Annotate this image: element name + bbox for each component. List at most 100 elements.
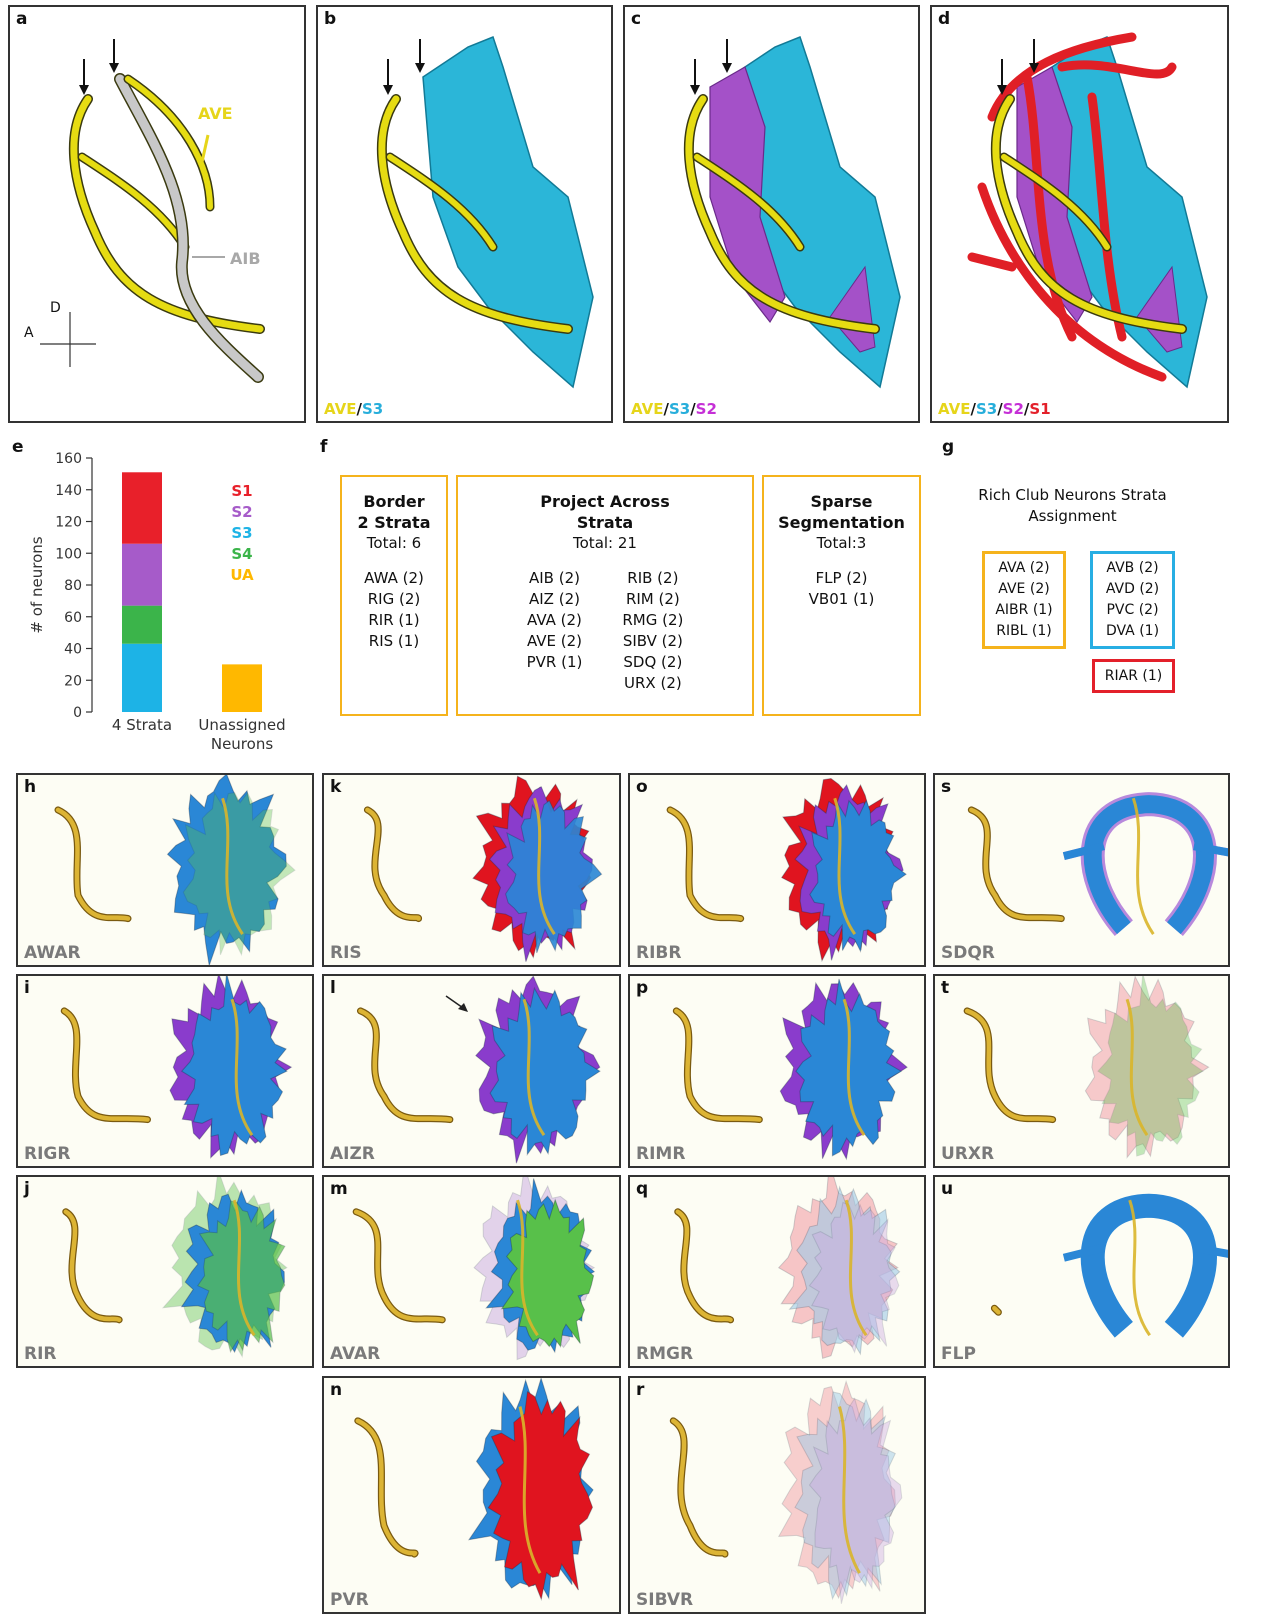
neuron-entry: SDQ (2) [623, 653, 683, 671]
neuron-entry: AVA (2) [998, 560, 1050, 576]
rendering-d [967, 32, 1208, 389]
panel-letter: m [330, 1179, 348, 1199]
rendering [363, 775, 603, 962]
title-line: Assignment [1028, 507, 1117, 525]
box-title: Segmentation [778, 513, 905, 532]
panel-letter: r [636, 1380, 645, 1400]
neuron-entry: RIAR (1) [1104, 668, 1163, 684]
neuron-entry: RIR (1) [368, 611, 420, 629]
box-columns: AIB (2) AIZ (2) AVA (2) AVE (2) PVR (1) RIB (… [458, 568, 752, 694]
axis-label: A [24, 325, 34, 341]
strata-volume [1083, 795, 1214, 935]
strata-volume [808, 1201, 900, 1354]
ave-neurite [378, 95, 572, 333]
neuron-in-strata [232, 1199, 256, 1337]
ave-neurite [79, 154, 188, 250]
panel-b: b AVE/S3 [316, 5, 613, 423]
neuron-column: FLP (2) VB01 (1) [809, 568, 875, 610]
panel-letter: q [636, 1179, 649, 1199]
rendering [54, 775, 296, 965]
panel-letter: l [330, 978, 336, 998]
panel-j: j RIR [16, 1175, 314, 1368]
arrow-tip [1029, 63, 1039, 73]
rendering [963, 976, 1210, 1159]
panel-i: i RIGR [16, 974, 314, 1168]
s1-strand [1022, 72, 1077, 342]
rendering [669, 1379, 903, 1604]
panel-letter: g [942, 437, 955, 457]
legend-entry: S4 [231, 545, 252, 563]
y-tick-label: 100 [55, 546, 82, 562]
neuron [55, 807, 131, 921]
neuron-entry: RIM (2) [625, 590, 680, 608]
neuron-entry: RIB (2) [627, 569, 679, 587]
neuron-entry: VB01 (1) [808, 590, 875, 608]
neuron-in-strata [833, 797, 856, 935]
neuron-in-strata [844, 1199, 868, 1337]
panel-h: h AWAR [16, 773, 314, 967]
box-title: Border [363, 492, 425, 511]
strata-volume [1097, 976, 1204, 1157]
annotation: AIB [230, 249, 261, 268]
strata-volume [1084, 976, 1210, 1159]
caption-part: AVE [938, 400, 971, 418]
box-title: 2 Strata [357, 513, 431, 532]
strata-volume [505, 799, 603, 954]
neuron-entry: AIBR (1) [995, 602, 1053, 618]
panel-d: d AVE/S3/S2/S1 [930, 5, 1229, 423]
rendering [354, 1378, 594, 1602]
panel-letter: n [330, 1380, 343, 1400]
neuron-in-strata [838, 1406, 861, 1574]
arrow-tip [458, 1003, 468, 1012]
y-tick-label: 0 [73, 705, 82, 720]
neuron-column: RIB (2) RIM (2) RMG (2) SIBV (2) SDQ (2) URX … [622, 568, 683, 694]
y-tick-label: 40 [64, 642, 82, 658]
annotation: AVE [198, 104, 233, 123]
neuron [969, 807, 1064, 921]
caption-part: / [663, 400, 669, 418]
box-total: Total: 6 [366, 534, 422, 552]
x-axis-labels: 4 Strata Unassigned Neurons [0, 716, 310, 760]
strata-volume [182, 791, 296, 957]
neuron-in-strata [522, 998, 546, 1136]
panel-u: u FLP [933, 1175, 1230, 1368]
rendering [672, 978, 908, 1161]
rendering [674, 1177, 901, 1359]
arrow-tip [690, 85, 700, 95]
s1-strand [977, 182, 1167, 382]
strata-group: AVA (2) AVE (2) AIBR (1) RIBL (1) [982, 551, 1066, 649]
rendering [60, 976, 293, 1159]
neuron [353, 1209, 445, 1323]
panel-caption: URXR [941, 1144, 995, 1164]
panel-caption: RIMR [636, 1144, 686, 1164]
strata-volume [180, 976, 288, 1157]
neuron-entry: RMG (2) [622, 611, 684, 629]
panel-letter: k [330, 777, 342, 797]
legend-entry: UA [230, 566, 254, 584]
neuron-in-strata [1128, 1199, 1151, 1337]
neuron-entry: AIB (2) [528, 569, 580, 587]
arrow-tip [997, 85, 1007, 95]
panel-letter: s [941, 777, 952, 797]
axis-label: D [50, 300, 61, 316]
panel-caption: RIR [24, 1344, 57, 1364]
neuron-column: AIB (2) AIZ (2) AVA (2) AVE (2) PVR (1) [527, 568, 583, 694]
ave-neurite-outline [68, 94, 265, 334]
neuron-entry: URX (2) [624, 674, 682, 692]
panel-t: t URXR [933, 974, 1230, 1168]
legend-entry: S1 [231, 482, 252, 500]
neuron-outline [666, 806, 745, 923]
panel-s: s SDQR [933, 773, 1230, 967]
ave-neurite [387, 154, 496, 250]
ave-neurite [694, 154, 803, 250]
neuron-entry: AVE (2) [998, 581, 1050, 597]
s1-strand [1087, 92, 1127, 342]
panel-caption: FLP [941, 1344, 976, 1364]
neuron-entry: FLP (2) [815, 569, 868, 587]
ave-neurite [685, 95, 879, 333]
arrow-tip [722, 63, 732, 73]
neuron-in-strata [230, 998, 254, 1136]
caption: AVE/S3 [324, 400, 383, 418]
chart: # of neurons 0 20 40 60 80 100 120 140 160 S1 S2 S3 S… [28, 451, 262, 720]
